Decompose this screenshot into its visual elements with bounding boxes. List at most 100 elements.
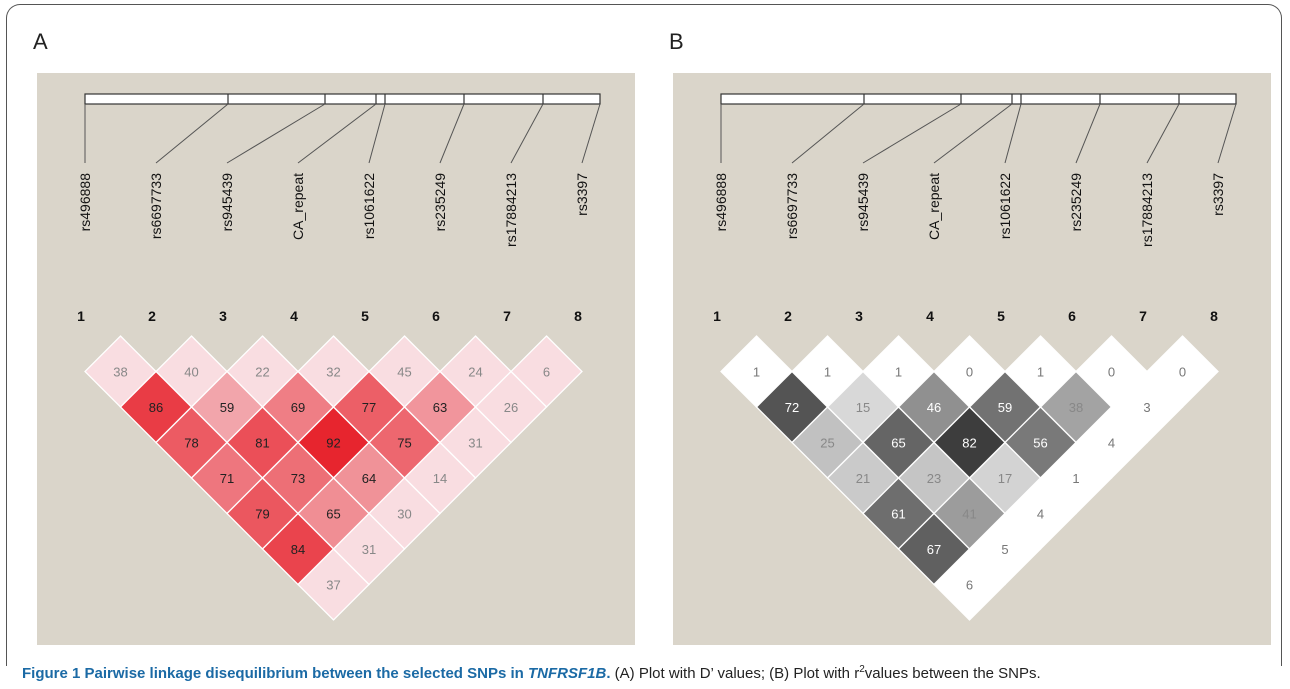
ld-cell-value: 24: [468, 365, 482, 380]
snp-name-label: rs945439: [855, 173, 871, 232]
ld-cell-value: 59: [220, 400, 234, 415]
ld-plot-b: rs496888 1 rs6697733 2 rs945439 3 CA_repeat 4 rs…: [713, 93, 1237, 621]
ld-cell-value: 4: [1037, 507, 1044, 522]
snp-connector-line: [862, 103, 962, 164]
ld-cell-value: 73: [291, 471, 305, 486]
ld-cell-value: 92: [326, 436, 340, 451]
ld-cell-value: 41: [962, 507, 976, 522]
snp-index-label: 2: [784, 308, 792, 324]
ld-cell-value: 1: [1037, 365, 1044, 380]
caption-gene: TNFRSF1B: [528, 665, 607, 682]
snp-index-label: 6: [1068, 308, 1076, 324]
panel-b-label: B: [669, 29, 684, 54]
ld-cell-value: 77: [362, 400, 376, 415]
ld-cell-value: 5: [1001, 542, 1008, 557]
snp-index-label: 2: [148, 308, 156, 324]
ld-cell-value: 61: [891, 507, 905, 522]
snp-connector-line: [439, 103, 465, 164]
ld-cell-value: 0: [1179, 365, 1186, 380]
snp-name-label: rs496888: [77, 173, 93, 232]
ld-cell-value: 6: [543, 365, 550, 380]
snp-index-label: 7: [503, 308, 511, 324]
ld-cell: [297, 548, 370, 621]
ld-cell-value: 1: [1072, 471, 1079, 486]
figure-frame: A rs496888 1 rs6697733 2 rs945439 3 CA_repeat 4…: [6, 4, 1282, 666]
ld-cell-value: 14: [433, 471, 447, 486]
ld-cell-value: 15: [856, 400, 870, 415]
caption-superscript: 2: [859, 664, 865, 675]
snp-index-label: 6: [432, 308, 440, 324]
snp-index-label: 7: [1139, 308, 1147, 324]
caption-title: Figure 1 Pairwise linkage disequilibrium…: [22, 665, 611, 682]
figure-caption: Figure 1 Pairwise linkage disequilibrium…: [22, 665, 1284, 683]
ld-cell-value: 84: [291, 542, 305, 557]
ld-cell-value: 69: [291, 400, 305, 415]
ld-cell-value: 1: [895, 365, 902, 380]
snp-index-label: 8: [1210, 308, 1218, 324]
panel-b-plot: rs496888 1 rs6697733 2 rs945439 3 CA_repeat 4 rs…: [673, 73, 1271, 645]
snp-index-label: 1: [713, 308, 721, 324]
snp-connector-line: [1217, 103, 1237, 164]
snp-index-label: 8: [574, 308, 582, 324]
ld-cell-value: 67: [927, 542, 941, 557]
ld-cell-value: 4: [1108, 436, 1115, 451]
caption-title-text: Figure 1 Pairwise linkage disequilibrium…: [22, 665, 528, 682]
caption-title-end: .: [606, 665, 611, 682]
snp-index-label: 4: [290, 308, 298, 324]
ld-cell-value: 65: [326, 507, 340, 522]
snp-connector-line: [791, 103, 865, 164]
snp-name-label: rs3397: [574, 173, 590, 216]
snp-connector-line: [297, 103, 377, 164]
snp-connector-line: [1146, 103, 1180, 164]
ld-cell-value: 30: [397, 507, 411, 522]
snp-connector-line: [510, 103, 544, 164]
snp-name-label: rs235249: [432, 173, 448, 232]
snp-index-label: 3: [855, 308, 863, 324]
ld-cell-value: 78: [184, 436, 198, 451]
ld-cell-value: 71: [220, 471, 234, 486]
snp-name-label: rs1061622: [997, 173, 1013, 239]
ld-cell-value: 0: [1108, 365, 1115, 380]
snp-connector-line: [368, 103, 386, 164]
snp-name-label: rs945439: [219, 173, 235, 232]
ld-cell-value: 86: [149, 400, 163, 415]
ld-cell-value: 0: [966, 365, 973, 380]
snp-index-label: 5: [361, 308, 369, 324]
snp-name-label: CA_repeat: [926, 173, 942, 240]
ld-cell-value: 21: [856, 471, 870, 486]
ld-cell-value: 65: [891, 436, 905, 451]
ld-cell-value: 46: [927, 400, 941, 415]
ld-cell: [933, 548, 1006, 621]
ld-cell-value: 1: [753, 365, 760, 380]
panel-a-label: A: [33, 29, 48, 54]
ld-cell-value: 17: [998, 471, 1012, 486]
ld-cell-value: 72: [785, 400, 799, 415]
snp-name-label: rs3397: [1210, 173, 1226, 216]
ld-cell-value: 32: [326, 365, 340, 380]
ld-cell-value: 59: [998, 400, 1012, 415]
snp-connector-line: [933, 103, 1013, 164]
snp-name-label: rs496888: [713, 173, 729, 232]
ld-cell-value: 31: [468, 436, 482, 451]
snp-connector-line: [226, 103, 326, 164]
ld-plot-a: rs496888 1 rs6697733 2 rs945439 3 CA_repeat 4 rs…: [77, 93, 601, 621]
snp-connector-line: [581, 103, 601, 164]
ld-cell-value: 63: [433, 400, 447, 415]
ld-cell-value: 79: [255, 507, 269, 522]
ld-cell-value: 75: [397, 436, 411, 451]
position-bar: [720, 93, 1237, 105]
ld-cell-value: 1: [824, 365, 831, 380]
caption-text-b: values between the SNPs.: [864, 665, 1041, 682]
snp-name-label: rs6697733: [148, 173, 164, 239]
ld-cell-value: 81: [255, 436, 269, 451]
ld-cell-value: 31: [362, 542, 376, 557]
position-bar: [84, 93, 601, 105]
ld-cell-value: 56: [1033, 436, 1047, 451]
caption-text-a: (A) Plot with D’ values; (B) Plot with r: [610, 665, 860, 682]
ld-cell-value: 37: [326, 578, 340, 593]
ld-cell-value: 38: [113, 365, 127, 380]
ld-cell-value: 45: [397, 365, 411, 380]
ld-cell-value: 23: [927, 471, 941, 486]
ld-cell-value: 40: [184, 365, 198, 380]
ld-cell-value: 82: [962, 436, 976, 451]
